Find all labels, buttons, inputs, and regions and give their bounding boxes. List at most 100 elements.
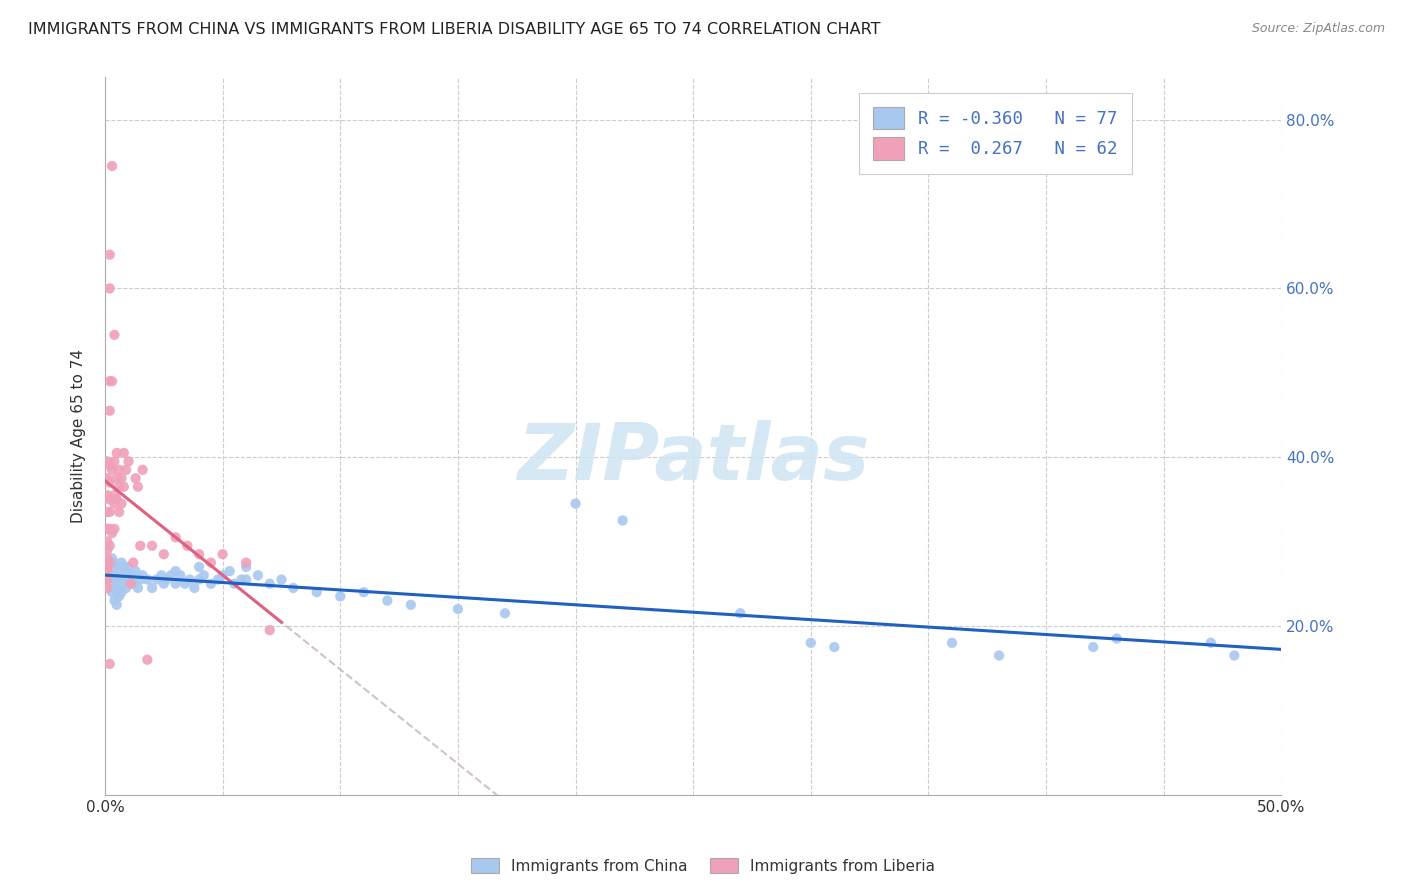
Point — [108, 590, 131, 604]
Point — [96, 581, 118, 595]
Point — [105, 492, 128, 507]
Point — [129, 573, 152, 587]
Point — [98, 522, 121, 536]
Point — [103, 581, 125, 595]
Point — [211, 568, 233, 582]
Point — [103, 497, 125, 511]
Point — [105, 585, 128, 599]
Point — [136, 573, 159, 587]
Point — [283, 581, 305, 595]
Point — [110, 471, 132, 485]
Point — [129, 539, 152, 553]
Point — [103, 454, 125, 468]
Point — [193, 568, 215, 582]
Point — [160, 568, 183, 582]
Legend: R = -0.360   N = 77, R =  0.267   N = 62: R = -0.360 N = 77, R = 0.267 N = 62 — [859, 94, 1132, 174]
Point — [96, 534, 118, 549]
Point — [188, 547, 211, 561]
Point — [155, 573, 177, 587]
Point — [98, 539, 121, 553]
Point — [141, 581, 163, 595]
Point — [246, 568, 269, 582]
Text: IMMIGRANTS FROM CHINA VS IMMIGRANTS FROM LIBERIA DISABILITY AGE 65 TO 74 CORRELA: IMMIGRANTS FROM CHINA VS IMMIGRANTS FROM… — [28, 22, 880, 37]
Point — [153, 576, 176, 591]
Point — [105, 598, 128, 612]
Point — [127, 581, 149, 595]
Point — [98, 281, 121, 295]
Point — [98, 564, 121, 578]
Point — [103, 593, 125, 607]
Point — [98, 458, 121, 473]
Point — [131, 568, 153, 582]
Point — [105, 471, 128, 485]
Point — [98, 403, 121, 417]
Point — [108, 505, 131, 519]
Point — [1223, 648, 1246, 663]
Point — [96, 564, 118, 578]
Point — [200, 576, 222, 591]
Point — [183, 581, 205, 595]
Point — [101, 526, 124, 541]
Point — [101, 492, 124, 507]
Point — [941, 636, 963, 650]
Point — [165, 564, 187, 578]
Point — [108, 463, 131, 477]
Point — [96, 551, 118, 566]
Point — [447, 602, 470, 616]
Point — [270, 573, 292, 587]
Point — [174, 576, 197, 591]
Point — [141, 539, 163, 553]
Point — [612, 513, 634, 527]
Point — [108, 576, 131, 591]
Point — [127, 480, 149, 494]
Point — [101, 551, 124, 566]
Point — [110, 573, 132, 587]
Point — [98, 576, 121, 591]
Point — [728, 607, 751, 621]
Point — [117, 559, 139, 574]
Point — [353, 585, 375, 599]
Point — [98, 492, 121, 507]
Point — [105, 446, 128, 460]
Point — [179, 573, 201, 587]
Point — [98, 247, 121, 261]
Point — [169, 568, 191, 582]
Point — [235, 573, 257, 587]
Y-axis label: Disability Age 65 to 74: Disability Age 65 to 74 — [72, 349, 86, 523]
Point — [105, 573, 128, 587]
Point — [165, 530, 187, 544]
Point — [103, 556, 125, 570]
Point — [110, 585, 132, 599]
Point — [103, 568, 125, 582]
Point — [112, 576, 135, 591]
Text: ZIPatlas: ZIPatlas — [517, 419, 869, 496]
Point — [110, 556, 132, 570]
Point — [115, 581, 138, 595]
Point — [224, 576, 246, 591]
Point — [110, 497, 132, 511]
Point — [120, 568, 142, 582]
Point — [136, 653, 159, 667]
Point — [115, 564, 138, 578]
Point — [117, 573, 139, 587]
Point — [103, 522, 125, 536]
Point — [101, 159, 124, 173]
Point — [1105, 632, 1128, 646]
Point — [98, 374, 121, 388]
Point — [823, 640, 845, 654]
Point — [101, 585, 124, 599]
Point — [259, 576, 281, 591]
Point — [153, 547, 176, 561]
Point — [305, 585, 328, 599]
Point — [176, 539, 198, 553]
Point — [103, 327, 125, 342]
Point — [96, 488, 118, 502]
Point — [218, 564, 240, 578]
Point — [165, 576, 187, 591]
Legend: Immigrants from China, Immigrants from Liberia: Immigrants from China, Immigrants from L… — [465, 852, 941, 880]
Point — [98, 657, 121, 671]
Point — [98, 556, 121, 570]
Point — [101, 463, 124, 477]
Point — [150, 568, 173, 582]
Point — [124, 564, 146, 578]
